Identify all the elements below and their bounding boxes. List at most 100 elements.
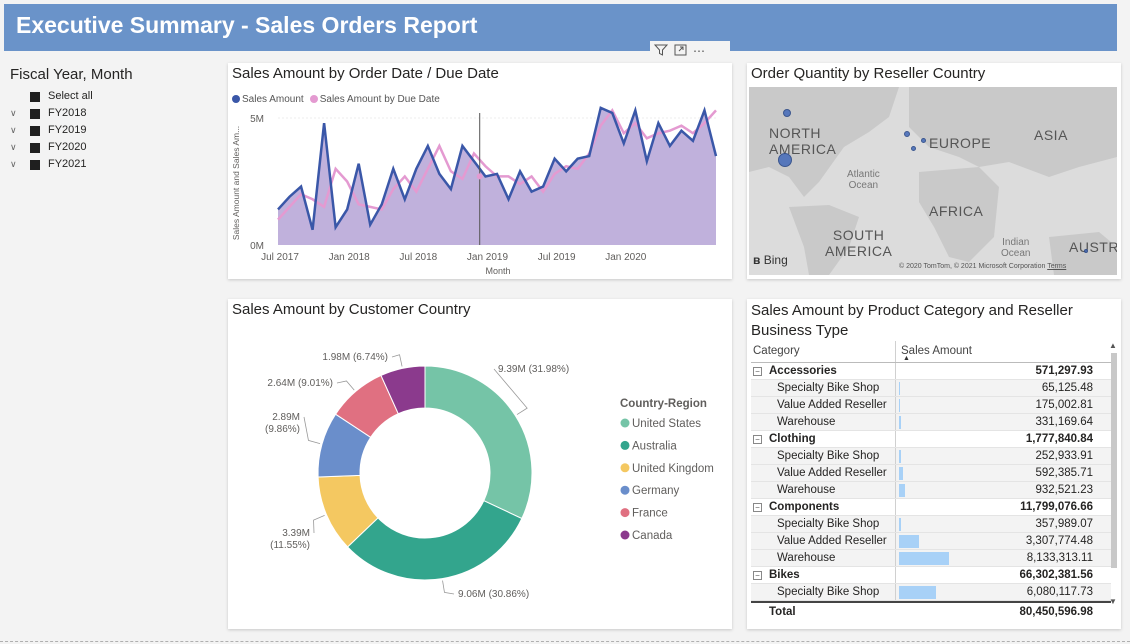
donut-chart-card[interactable]: Sales Amount by Customer Country 9.39M (…: [228, 299, 732, 629]
donut-chart-title: Sales Amount by Customer Country: [232, 301, 471, 318]
chevron-down-icon[interactable]: ∨: [10, 125, 17, 135]
legend-item-sales-amount[interactable]: Sales Amount: [232, 94, 304, 105]
collapse-icon[interactable]: −: [753, 367, 762, 376]
column-divider: [895, 363, 896, 379]
slicer-item[interactable]: ∨ FY2020: [10, 140, 210, 157]
checkbox[interactable]: [30, 160, 40, 170]
collapse-icon[interactable]: −: [753, 571, 762, 580]
legend-item-germany[interactable]: Germany: [632, 485, 680, 497]
x-tick-label: Jul 2017: [261, 252, 299, 263]
chevron-down-icon[interactable]: ∨: [10, 159, 17, 169]
scroll-down-icon[interactable]: ▼: [1109, 597, 1117, 606]
row-value: 6,080,117.73: [1026, 586, 1093, 598]
slicer-item[interactable]: ∨ FY2018: [10, 106, 210, 123]
row-value: 252,933.91: [1035, 450, 1093, 462]
line-chart-plot[interactable]: 0M 5M Jul 2017 Jan 2018 Jul 2018 Jan 2019 Jul …: [228, 63, 732, 279]
collapse-icon[interactable]: −: [753, 435, 762, 444]
slicer-item[interactable]: ∨ FY2019: [10, 123, 210, 140]
map-card[interactable]: Order Quantity by Reseller Country NORTH…: [747, 63, 1121, 279]
map-label-africa: AFRICA: [929, 203, 984, 219]
fiscal-year-slicer[interactable]: Fiscal Year, Month Select all ∨ FY2018 ∨ FY2…: [10, 66, 210, 186]
legend-item-australia[interactable]: Australia: [632, 440, 677, 452]
donut-slice-australia[interactable]: [346, 499, 523, 581]
matrix-scrollbar[interactable]: ▲ ▼: [1109, 341, 1117, 606]
map-bubble-germany[interactable]: [921, 138, 926, 143]
column-header-sales-amount[interactable]: Sales Amount: [901, 345, 972, 357]
chevron-down-icon[interactable]: ∨: [10, 142, 17, 152]
row-value: 592,385.71: [1035, 467, 1093, 479]
row-label: Components: [769, 501, 840, 513]
series-line-sales-amount[interactable]: [277, 105, 718, 231]
leader-line: [493, 368, 528, 415]
data-bar: [899, 484, 905, 497]
data-label: 9.39M (31.98%): [498, 364, 569, 375]
map-bubble-australia[interactable]: [1084, 249, 1088, 253]
map-label-europe: EUROPE: [929, 135, 992, 151]
donut-slice-canada[interactable]: [380, 365, 426, 415]
matrix-row: Value Added Reseller 3,307,774.48: [751, 533, 1111, 550]
data-label: (9.86%): [265, 424, 300, 435]
column-header-category[interactable]: Category: [753, 345, 800, 357]
legend-item-france[interactable]: France: [632, 508, 668, 520]
matrix-group-row[interactable]: − Accessories 571,297.93: [751, 363, 1111, 380]
collapse-icon[interactable]: −: [753, 503, 762, 512]
row-value: 11,799,076.66: [1020, 501, 1093, 513]
row-label: Value Added Reseller: [777, 535, 887, 547]
sort-arrow-icon: ▲: [903, 355, 910, 362]
page-bottom-border: [0, 641, 1130, 642]
matrix-group-row[interactable]: − Clothing 1,777,840.84: [751, 431, 1111, 448]
map-bubble-united-states[interactable]: [778, 153, 792, 167]
scroll-thumb[interactable]: [1111, 353, 1117, 568]
row-label: Specialty Bike Shop: [777, 518, 880, 530]
checkbox[interactable]: [30, 126, 40, 136]
line-chart-title: Sales Amount by Order Date / Due Date: [232, 65, 499, 82]
matrix-group-row[interactable]: − Components 11,799,076.66: [751, 499, 1111, 516]
column-divider: [895, 380, 896, 396]
column-divider: [895, 414, 896, 430]
slicer-item-label: FY2018: [48, 107, 87, 119]
donut-slice-united-states[interactable]: [424, 365, 533, 520]
matrix-table[interactable]: Category Sales Amount ▲ − Accessories 571,…: [751, 341, 1111, 621]
chevron-down-icon[interactable]: ∨: [10, 108, 17, 118]
data-bar: [899, 450, 901, 463]
leader-line: [391, 354, 403, 367]
map-label-north-america: NORTH AMERICA: [769, 125, 837, 157]
donut-chart-plot[interactable]: 9.39M (31.98%) 9.06M (30.86%) 3.39M(11.55%…: [228, 299, 732, 629]
legend-item-due-date[interactable]: Sales Amount by Due Date: [309, 94, 440, 105]
filter-icon[interactable]: [653, 44, 669, 59]
matrix-row: Specialty Bike Shop 6,080,117.73: [751, 584, 1111, 601]
matrix-group-row[interactable]: − Bikes 66,302,381.56: [751, 567, 1111, 584]
slicer-item[interactable]: Select all: [10, 89, 210, 106]
total-value: 80,450,596.98: [1019, 606, 1093, 618]
focus-mode-icon[interactable]: [674, 44, 687, 59]
hover-point: [476, 173, 483, 180]
legend-marker: [620, 485, 630, 495]
data-label: 2.64M (9.01%): [267, 378, 333, 389]
slicer-item[interactable]: ∨ FY2021: [10, 157, 210, 174]
terms-link[interactable]: Terms: [1047, 263, 1067, 270]
legend-item-united-states[interactable]: United States: [632, 418, 701, 430]
scroll-up-icon[interactable]: ▲: [1109, 341, 1117, 350]
column-divider: [895, 584, 896, 600]
checkbox[interactable]: [30, 109, 40, 119]
more-options-icon[interactable]: ⋯: [693, 44, 705, 58]
column-divider: [895, 533, 896, 549]
row-value: 357,989.07: [1035, 518, 1093, 530]
checkbox[interactable]: [30, 92, 40, 102]
legend-item-united-kingdom[interactable]: United Kingdom: [632, 463, 714, 475]
line-chart-card[interactable]: Sales Amount by Order Date / Due Date Sa…: [228, 63, 732, 279]
map-bubble-france[interactable]: [911, 146, 916, 151]
matrix-card[interactable]: Sales Amount by Product Category and Res…: [747, 299, 1121, 629]
checkbox[interactable]: [30, 143, 40, 153]
slicer-item-label: FY2020: [48, 141, 87, 153]
line-chart-legend[interactable]: Sales Amount Sales Amount by Due Date: [232, 94, 440, 105]
column-divider: [895, 397, 896, 413]
map-bubble-canada[interactable]: [783, 109, 791, 117]
map-canvas[interactable]: NORTH AMERICA EUROPE ASIA AFRICA SOUTH A…: [749, 87, 1117, 275]
legend-marker: [620, 418, 630, 428]
map-bubble-united-kingdom[interactable]: [904, 131, 910, 137]
map-label-south-america: SOUTH AMERICA: [825, 227, 893, 259]
data-bar: [899, 467, 903, 480]
legend-item-canada[interactable]: Canada: [632, 530, 673, 542]
